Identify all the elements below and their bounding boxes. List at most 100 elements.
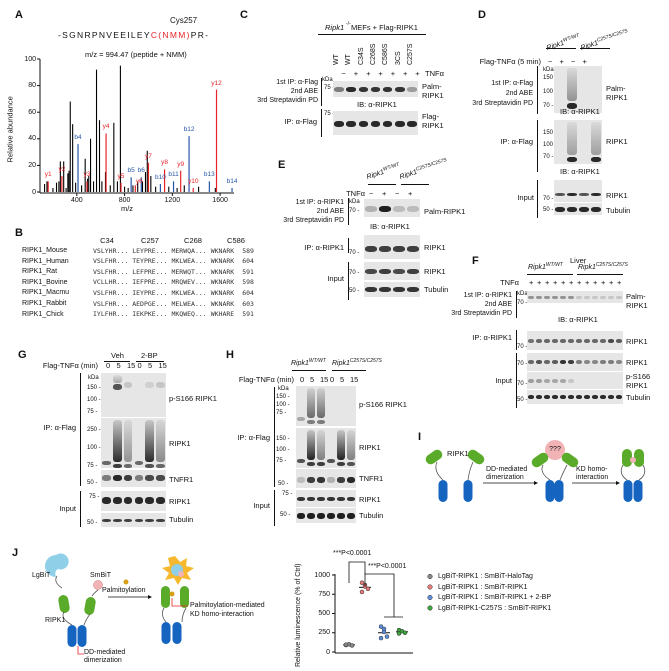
palm-ripk1-blot (554, 66, 602, 113)
band (555, 193, 565, 197)
palmitate (169, 591, 175, 597)
sequence-segment: VSL (93, 257, 105, 266)
band (393, 206, 405, 213)
band (591, 156, 601, 162)
palmitoylation-label: Palmitoylation (102, 587, 146, 594)
sequence-segment: WKN (210, 278, 223, 287)
sequence-row: VCLLHR... IEFPRE... MRQWEV... WKNARK 598 (93, 279, 254, 286)
treatment-sign: + (577, 278, 582, 287)
sequence-segment: VCL (93, 278, 105, 287)
cysteine-column-header: C257 (141, 236, 159, 245)
tnf-label: TNFα (425, 69, 444, 78)
band (555, 206, 565, 212)
ion-label: b14 (226, 178, 238, 185)
treatment-sign: + (537, 278, 542, 287)
ion-label: y8 (161, 159, 169, 167)
ip-label: IP: α-Flag (237, 433, 270, 442)
band (543, 378, 551, 383)
sequence-segment: VSL (93, 299, 105, 308)
kinase-domain (467, 449, 485, 465)
underline (580, 48, 610, 49)
band (307, 387, 315, 418)
genotype-superscript: WT/WT (545, 262, 563, 268)
lane-label: WT (345, 54, 353, 65)
band (527, 394, 535, 399)
sequence-segment: MRQ (171, 278, 184, 287)
gene-name: Ripk1 (332, 360, 350, 367)
marker: 70 - (517, 300, 528, 306)
ip-ripk1-blot (364, 235, 420, 259)
ripk1-label: RIPK1 (45, 617, 66, 624)
ip-ripk1-blot (101, 418, 166, 468)
ip-label: IP: α-RIPK1 (472, 333, 512, 342)
band (365, 269, 377, 275)
sequence-row: VSLFHR... AEDPGE... MELWEA... WKNARK 603 (93, 299, 254, 308)
band (393, 287, 405, 293)
linker (181, 607, 187, 623)
treatment-sign: + (559, 57, 564, 66)
legend-entry: LgBiT-RIPK1 : SmBiT-RIPK1 + 2-BP (438, 594, 552, 601)
ion-label: b12 (183, 126, 195, 134)
sequence-segment: WQT... (183, 267, 207, 276)
treatment-sign: + (378, 69, 383, 78)
step-label: DD-mediated (486, 466, 528, 473)
method-label: 2nd ABE (505, 90, 533, 97)
legend-entry: LgBiT-RIPK1 : SmBiT-RIPK1 (438, 583, 528, 591)
band (407, 269, 419, 275)
death-domain (172, 622, 182, 644)
band (543, 394, 551, 399)
band (615, 295, 623, 299)
band (567, 360, 575, 365)
band (112, 497, 122, 504)
ip-ripk1-blot (527, 331, 623, 350)
genotype-superscript: -/- (346, 21, 351, 27)
x-tick-label: 1600 (212, 197, 228, 204)
sequence-segment: PRE... (143, 288, 168, 297)
step-label: dimerization (486, 474, 524, 481)
underline (546, 48, 576, 49)
band (559, 394, 567, 399)
band (145, 463, 155, 468)
sequence-segment: PGE... (143, 299, 168, 308)
linker (55, 575, 63, 589)
kda-label: kDa (322, 77, 333, 83)
sequence-part: C(NMM) (150, 30, 191, 40)
treatment-sign: + (353, 69, 359, 78)
band (379, 287, 391, 293)
band (307, 419, 315, 424)
treatment-sign: − (369, 189, 374, 198)
y-tick-label: 100 (24, 55, 36, 63)
smbit-shape (178, 571, 184, 577)
treatment-sign: + (390, 69, 396, 78)
arrowhead (534, 481, 538, 485)
band (567, 156, 577, 162)
panel-label-f: F (472, 255, 479, 267)
marker: 70 - (349, 270, 360, 276)
data-point (359, 580, 365, 585)
band (599, 338, 607, 343)
band (567, 206, 577, 212)
sequence-segment: WEV... (183, 278, 207, 287)
band (599, 295, 607, 299)
time-label: 0 (137, 361, 142, 370)
band (112, 463, 122, 468)
band (583, 360, 591, 365)
marker: 150 - (276, 394, 290, 400)
bracket-line (274, 490, 275, 526)
y-tick-label: 500 (318, 610, 330, 617)
ip-label: IP: α-RIPK1 (304, 243, 344, 252)
ib-label: IB: α-RIPK1 (558, 315, 598, 324)
treatment-sign: + (569, 278, 574, 287)
band (379, 245, 391, 252)
band (567, 67, 577, 101)
sequence-segment: WEA... (183, 299, 207, 308)
band (607, 394, 615, 399)
band (334, 86, 344, 92)
y-tick-label: 20 (28, 161, 36, 169)
treatment-sign: − (341, 69, 346, 78)
band (379, 206, 391, 213)
lane-label: C268S (369, 43, 377, 65)
band (347, 496, 355, 501)
genotype-superscript: WT/WT (308, 358, 326, 364)
tnf-label: TNFα (346, 189, 365, 198)
